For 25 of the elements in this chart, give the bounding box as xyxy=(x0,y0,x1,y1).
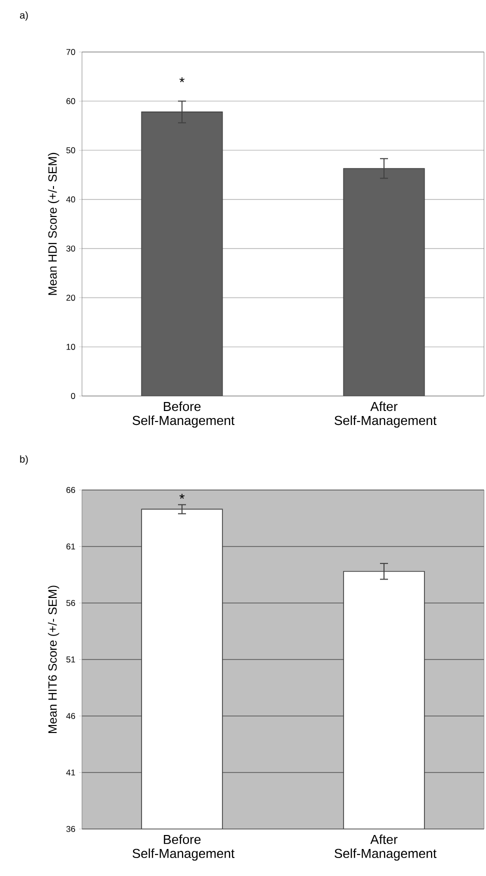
y-tick-label: 41 xyxy=(66,770,76,776)
y-axis-title: Mean HDI Score (+/- SEM) xyxy=(48,152,60,295)
y-axis-title: Mean HIT6 Score (+/- SEM) xyxy=(48,586,60,734)
x-tick-label: After Self-Management xyxy=(334,834,436,861)
y-tick-label: 30 xyxy=(66,246,76,252)
y-tick-label: 61 xyxy=(66,543,76,550)
y-tick-label: 56 xyxy=(66,600,76,606)
y-tick-label: 70 xyxy=(66,49,76,56)
y-tick-label: 46 xyxy=(66,712,76,719)
y-tick-label: 60 xyxy=(66,98,76,104)
x-tick-label: Before Self-Management xyxy=(132,834,234,861)
y-tick-label: 36 xyxy=(66,826,76,832)
x-tick-label: After Self-Management xyxy=(334,402,436,428)
annotation: * xyxy=(179,494,185,499)
annotation: * xyxy=(179,77,185,82)
y-tick-label: 0 xyxy=(71,392,76,399)
chart-title: a) xyxy=(20,11,28,21)
y-tick-label: 40 xyxy=(66,196,76,202)
y-tick-label: 50 xyxy=(66,147,76,154)
chart-title: b) xyxy=(20,455,28,465)
x-tick-label: Before Self-Management xyxy=(132,402,234,428)
y-tick-label: 66 xyxy=(66,486,76,494)
y-tick-label: 20 xyxy=(66,294,76,301)
y-tick-label: 51 xyxy=(66,656,76,662)
y-tick-label: 10 xyxy=(66,344,76,350)
